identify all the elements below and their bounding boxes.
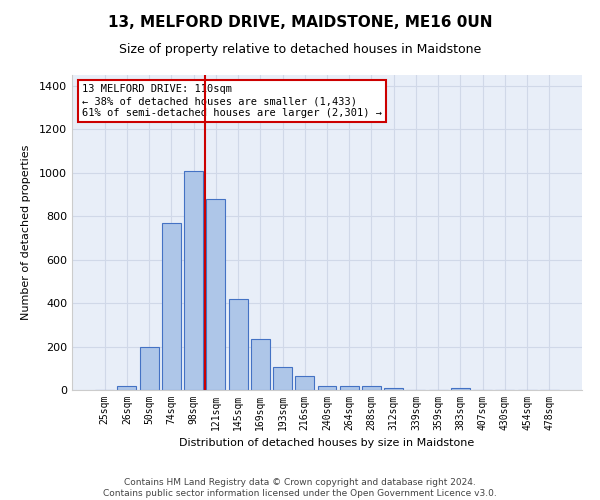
Bar [384, 388, 403, 390]
Bar [317, 386, 337, 390]
Bar [229, 299, 248, 390]
Text: 13, MELFORD DRIVE, MAIDSTONE, ME16 0UN: 13, MELFORD DRIVE, MAIDSTONE, ME16 0UN [108, 15, 492, 30]
Bar [273, 367, 292, 390]
Bar [118, 386, 136, 390]
Bar [362, 386, 381, 390]
Bar [162, 222, 181, 390]
Y-axis label: Number of detached properties: Number of detached properties [20, 145, 31, 320]
Bar [184, 170, 203, 390]
Bar [140, 346, 158, 390]
Bar [206, 199, 225, 390]
Text: Contains HM Land Registry data © Crown copyright and database right 2024.
Contai: Contains HM Land Registry data © Crown c… [103, 478, 497, 498]
Text: Size of property relative to detached houses in Maidstone: Size of property relative to detached ho… [119, 42, 481, 56]
X-axis label: Distribution of detached houses by size in Maidstone: Distribution of detached houses by size … [179, 438, 475, 448]
Bar [251, 339, 270, 390]
Text: 13 MELFORD DRIVE: 110sqm
← 38% of detached houses are smaller (1,433)
61% of sem: 13 MELFORD DRIVE: 110sqm ← 38% of detach… [82, 84, 382, 117]
Bar [340, 386, 359, 390]
Bar [295, 376, 314, 390]
Bar [451, 388, 470, 390]
